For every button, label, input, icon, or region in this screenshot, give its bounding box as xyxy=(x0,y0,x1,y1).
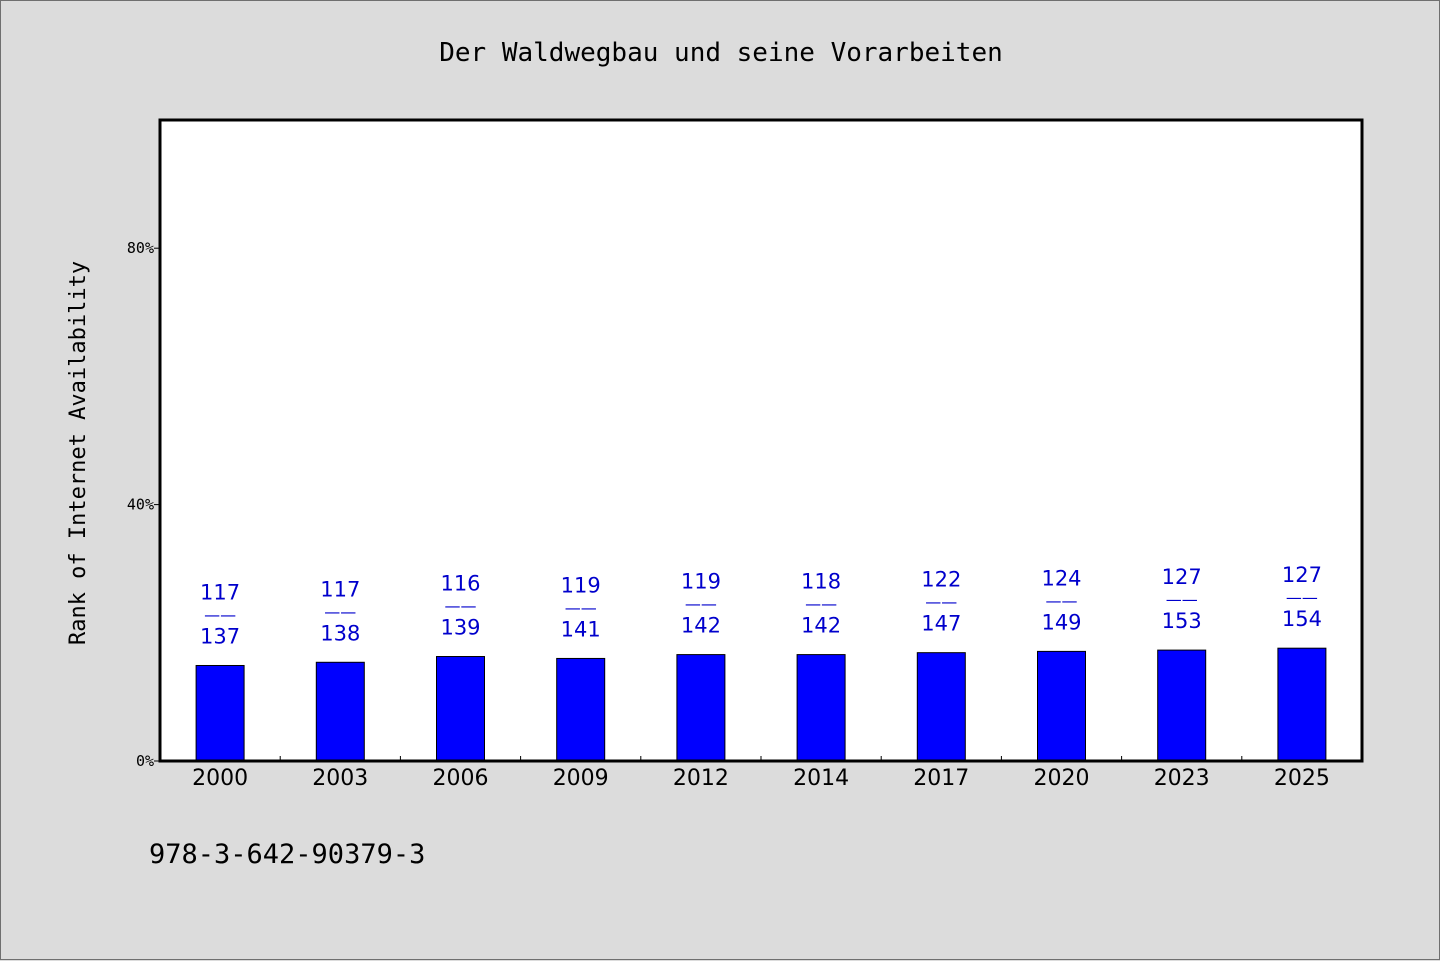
y-tick-labels: 0% 40% 80% xyxy=(127,239,154,770)
data-label-rank: 117 xyxy=(200,580,240,604)
bar xyxy=(556,657,606,762)
x-tick-label: 2025 xyxy=(1274,766,1330,791)
bar xyxy=(916,652,966,762)
data-label-total: 142 xyxy=(681,614,721,638)
bars-layer xyxy=(195,647,1327,762)
bar xyxy=(1157,649,1207,762)
data-label-total: 147 xyxy=(921,612,961,636)
data-label-rank: 127 xyxy=(1162,565,1202,589)
data-label-total: 139 xyxy=(440,616,480,640)
data-label-total: 153 xyxy=(1162,609,1202,633)
bar xyxy=(1037,650,1086,762)
data-label-total: 149 xyxy=(1041,610,1081,634)
data-label-rank: 117 xyxy=(320,577,360,601)
y-axis-label: Rank of Internet Availability xyxy=(66,261,91,645)
x-tick-label: 2003 xyxy=(312,766,368,791)
y-tick-label: 80% xyxy=(127,239,154,257)
data-label-total: 142 xyxy=(801,614,841,638)
x-tick-label: 2000 xyxy=(192,766,248,791)
data-label-rank: 119 xyxy=(561,573,601,597)
bar xyxy=(796,654,846,762)
x-tick-label: 2009 xyxy=(553,766,609,791)
bar xyxy=(436,656,485,762)
data-label-total: 154 xyxy=(1282,607,1322,631)
bar xyxy=(315,661,365,762)
plot-frame xyxy=(158,118,1364,763)
chart-title: Der Waldwegbau und seine Vorarbeiten xyxy=(439,38,1003,68)
y-tick-label: 40% xyxy=(127,496,154,514)
x-tick-label: 2006 xyxy=(433,766,489,791)
data-label-separator: —— xyxy=(204,605,236,624)
bar xyxy=(195,664,245,762)
y-tick-label: 0% xyxy=(136,752,154,770)
x-tick-label: 2012 xyxy=(673,766,729,791)
x-tick-label: 2014 xyxy=(793,766,849,791)
data-label-separator: —— xyxy=(1286,588,1318,607)
bar xyxy=(1277,647,1327,762)
data-labels-layer: 117——137117——138116——139119——141119——142… xyxy=(200,563,1322,648)
bar xyxy=(676,654,726,762)
isbn-text: 978-3-642-90379-3 xyxy=(149,839,425,870)
data-label-total: 137 xyxy=(200,624,240,648)
data-label-rank: 122 xyxy=(921,568,961,592)
data-label-separator: —— xyxy=(805,595,837,614)
x-tick-label: 2020 xyxy=(1034,766,1090,791)
data-label-separator: —— xyxy=(925,593,957,612)
data-label-rank: 118 xyxy=(801,570,841,594)
data-label-rank: 119 xyxy=(681,570,721,594)
data-label-total: 141 xyxy=(561,617,601,641)
data-label-separator: —— xyxy=(445,597,477,616)
data-label-total: 138 xyxy=(320,621,360,645)
data-label-separator: —— xyxy=(685,595,717,614)
x-tick-label: 2017 xyxy=(913,766,969,791)
data-label-separator: —— xyxy=(1046,591,1078,610)
data-label-separator: —— xyxy=(324,602,356,621)
x-tick-labels: 2000 2003 2006 2009 2012 2014 2017 2020 2023 2025 xyxy=(192,766,1330,791)
data-label-rank: 116 xyxy=(440,572,480,596)
x-tick-label: 2023 xyxy=(1154,766,1210,791)
data-label-separator: —— xyxy=(565,598,597,617)
data-label-rank: 127 xyxy=(1282,563,1322,587)
data-label-rank: 124 xyxy=(1041,566,1081,590)
data-label-separator: —— xyxy=(1166,590,1198,609)
